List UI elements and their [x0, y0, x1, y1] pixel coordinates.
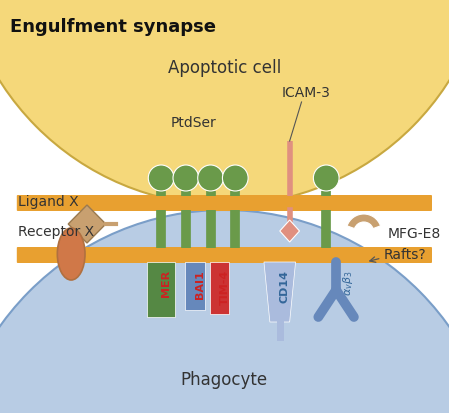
Text: CD14: CD14: [280, 270, 290, 303]
Text: Ligand X: Ligand X: [18, 195, 79, 209]
FancyBboxPatch shape: [147, 262, 175, 317]
FancyBboxPatch shape: [185, 262, 205, 310]
Text: ICAM-3: ICAM-3: [282, 86, 331, 100]
Circle shape: [173, 165, 199, 191]
Circle shape: [222, 165, 248, 191]
Circle shape: [313, 165, 339, 191]
Polygon shape: [264, 262, 296, 322]
Text: Apoptotic cell: Apoptotic cell: [168, 59, 281, 77]
FancyBboxPatch shape: [17, 195, 432, 211]
Circle shape: [148, 165, 174, 191]
FancyBboxPatch shape: [210, 262, 229, 314]
FancyBboxPatch shape: [17, 247, 432, 263]
Wedge shape: [347, 214, 380, 228]
Text: Phagocyte: Phagocyte: [181, 371, 268, 389]
Circle shape: [0, 0, 454, 205]
Polygon shape: [68, 205, 106, 243]
Text: $\alpha_v\beta_3$: $\alpha_v\beta_3$: [341, 270, 355, 296]
Text: MFG-E8: MFG-E8: [388, 227, 441, 241]
Polygon shape: [280, 220, 300, 242]
Circle shape: [197, 165, 223, 191]
Text: BAI1: BAI1: [195, 270, 205, 299]
Text: PtdSer: PtdSer: [171, 116, 217, 130]
Text: Receptor X: Receptor X: [18, 225, 94, 239]
Circle shape: [0, 210, 454, 413]
Text: MER: MER: [161, 270, 171, 297]
Text: Rafts?: Rafts?: [384, 248, 426, 262]
Ellipse shape: [57, 228, 85, 280]
Text: TIM-4: TIM-4: [219, 270, 229, 305]
Text: Engulfment synapse: Engulfment synapse: [10, 18, 216, 36]
